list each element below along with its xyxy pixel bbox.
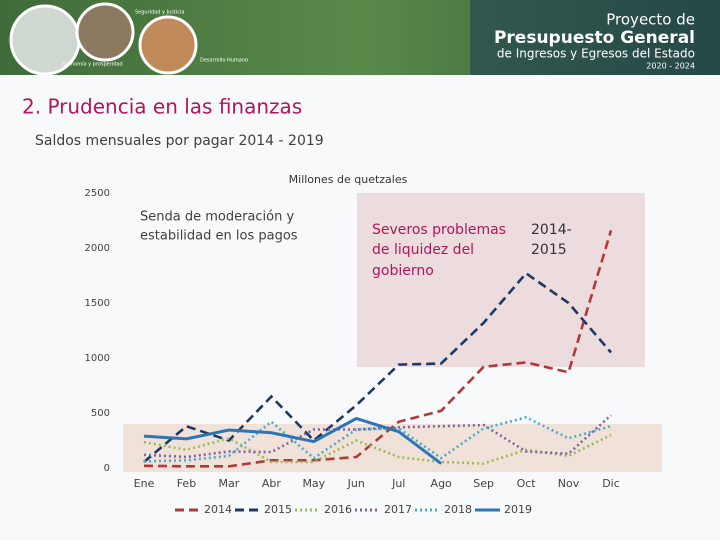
icon-circle [138, 15, 198, 75]
header-line: Presupuesto General [494, 28, 695, 48]
icon-circle [75, 2, 135, 62]
annotation: de liquidez del [372, 242, 474, 258]
annotation: Severos problemas [372, 222, 506, 238]
y-axis-label: Millones de quetzales [289, 173, 408, 186]
x-tick-label: Dic [602, 477, 620, 490]
x-tick-label: May [302, 477, 325, 490]
x-tick-label: Jun [347, 477, 365, 490]
subtitle: Saldos mensuales por pagar 2014 - 2019 [35, 133, 324, 149]
annotation: 2015 [531, 242, 567, 258]
annotation: gobierno [372, 263, 434, 279]
banner-shade [470, 0, 720, 75]
highlight-region [357, 193, 645, 367]
header-line: Proyecto de [606, 11, 695, 29]
y-tick-label: 2500 [85, 188, 110, 199]
y-tick-label: 1000 [85, 353, 110, 364]
y-tick-label: 500 [91, 408, 110, 419]
x-tick-label: Nov [558, 477, 580, 490]
x-tick-label: Mar [219, 477, 240, 490]
x-tick-label: Ene [134, 477, 155, 490]
header-line: de Ingresos y Egresos del Estado [497, 47, 695, 61]
annotation: Senda de moderación y [140, 210, 294, 225]
y-tick-label: 1500 [85, 298, 110, 309]
x-tick-label: Oct [517, 477, 537, 490]
legend-label: 2018 [444, 503, 472, 516]
legend-label: 2017 [384, 503, 412, 516]
legend-label: 2014 [204, 503, 232, 516]
y-tick-label: 2000 [85, 243, 110, 254]
legend-label: 2015 [264, 503, 292, 516]
annotation: 2014- [531, 222, 572, 238]
series-line [143, 416, 443, 465]
title: 2. Prudencia en las finanzas [22, 95, 302, 119]
x-tick-label: Sep [473, 477, 494, 490]
header-line: 2020 - 2024 [646, 62, 695, 71]
icon-label: Desarrollo Humano [200, 58, 248, 64]
annotation: estabilidad en los pagos [140, 229, 298, 244]
legend-label: 2016 [324, 503, 352, 516]
icon-label: Seguridad y Justicia [135, 10, 184, 16]
x-tick-label: Feb [177, 477, 196, 490]
x-tick-label: Ago [431, 477, 453, 490]
x-tick-label: Jul [391, 477, 405, 490]
icon-label: Economía y prosperidad [62, 61, 123, 68]
y-tick-label: 0 [104, 463, 110, 474]
legend-label: 2019 [504, 503, 532, 516]
x-tick-label: Abr [262, 477, 282, 490]
series-line [143, 230, 613, 468]
series-line [143, 271, 612, 463]
